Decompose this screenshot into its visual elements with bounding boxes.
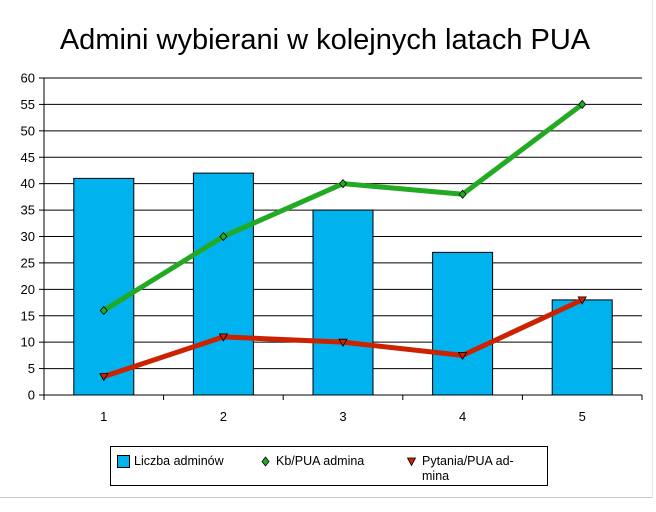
y-tick-label: 45 <box>21 150 35 165</box>
data-point <box>99 305 108 316</box>
chart-title: Admini wybierani w kolejnych latach PUA <box>59 24 591 56</box>
data-point <box>577 296 587 305</box>
data-point <box>578 99 587 110</box>
legend-label: Liczba adminów <box>134 454 224 468</box>
y-tick-label: 35 <box>21 203 35 218</box>
y-tick-label: 30 <box>21 229 35 244</box>
y-tick-label: 55 <box>21 97 35 112</box>
y-tick-label: 60 <box>21 71 35 86</box>
frame-border-right <box>652 0 653 498</box>
x-tick-label: 1 <box>100 409 107 424</box>
y-tick-label: 25 <box>21 255 35 270</box>
y-tick-label: 0 <box>28 388 35 403</box>
y-tick-label: 15 <box>21 308 35 323</box>
x-tick-label: 3 <box>339 409 346 424</box>
data-point <box>99 373 109 382</box>
bar <box>432 251 494 396</box>
data-point <box>338 338 348 347</box>
legend: Liczba adminów Kb/PUA admina Pytania/PUA… <box>110 446 548 486</box>
data-point <box>219 231 228 242</box>
y-tick-label: 50 <box>21 123 35 138</box>
x-tick-label: 2 <box>220 409 227 424</box>
triangle-down-marker-icon <box>406 457 417 467</box>
diamond-marker-icon <box>261 456 270 467</box>
x-tick-label: 4 <box>459 409 466 424</box>
legend-label: Pytania/PUA ad- mina <box>422 454 514 483</box>
legend-label: Kb/PUA admina <box>276 454 365 468</box>
y-tick-label: 10 <box>21 335 35 350</box>
frame-border-bottom <box>0 497 652 498</box>
y-tick-label: 40 <box>21 176 35 191</box>
data-point <box>218 333 229 342</box>
bar <box>312 209 374 396</box>
data-point <box>457 351 468 361</box>
data-point <box>458 189 467 199</box>
bar <box>192 172 254 396</box>
y-tick-label: 20 <box>21 282 35 297</box>
x-tick-label: 5 <box>579 409 586 424</box>
y-tick-label: 5 <box>28 361 35 376</box>
bar <box>551 299 613 396</box>
square-swatch-icon <box>117 455 130 468</box>
bar <box>73 177 135 396</box>
data-point <box>338 179 348 189</box>
